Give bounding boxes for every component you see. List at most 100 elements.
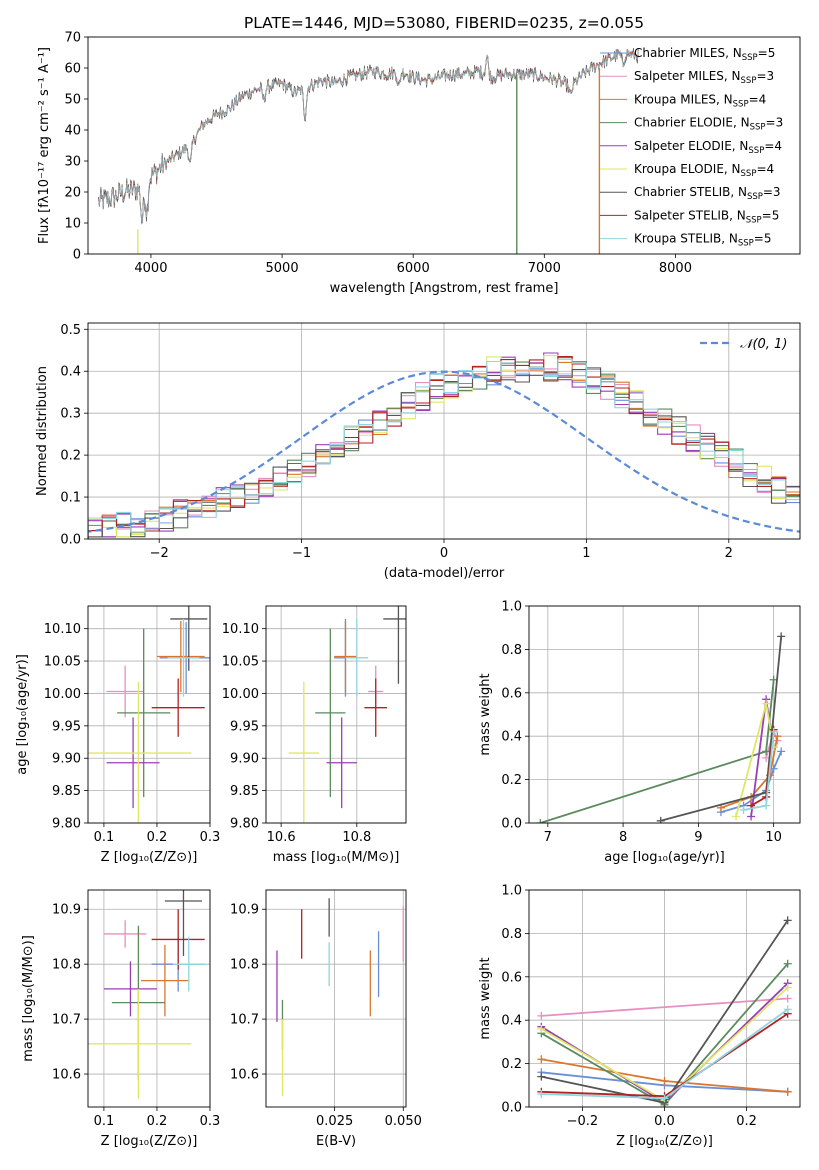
y-tick-label: 10.05	[222, 655, 259, 670]
x-tick-label: 0.025	[316, 1114, 353, 1129]
x-tick-label: 8	[619, 830, 627, 845]
weight-marker	[732, 812, 741, 821]
y-tick-label: 0	[73, 248, 81, 263]
y-axis-label: age [log₁₀(age/yr)]	[15, 654, 30, 775]
legend: Chabrier MILES, NSSP=5 Salpeter MILES, NS…	[600, 46, 783, 249]
x-tick-label: 0.1	[94, 1114, 115, 1129]
x-tick-label: 0.2	[147, 830, 168, 845]
panel-residuals: −2 −1 0 1 2 0.0 0.1 0.2 0.3 0.4 0.5 (data-model)/er…	[35, 322, 801, 581]
panel-mass-vs-ebv: 0.025 0.050 10.6 10.7 10.8 10.9 E(B-V)	[230, 889, 422, 1149]
y-tick-label: 0.0	[501, 817, 522, 832]
x-tick-label: 10	[765, 830, 782, 845]
x-tick-label: 10.8	[342, 830, 371, 845]
plot-area	[98, 48, 639, 254]
plot-area	[288, 606, 406, 823]
y-tick-label: 10.10	[44, 622, 81, 637]
y-tick-label: 10.6	[230, 1068, 259, 1083]
x-axis-label: wavelength [Angstrom, rest frame]	[330, 281, 559, 296]
weight-marker	[777, 747, 786, 756]
weight-marker	[783, 1087, 792, 1096]
plot-area	[88, 890, 205, 1099]
plot-area	[88, 606, 210, 823]
y-tick-label: 0.6	[501, 686, 522, 701]
y-tick-label: 10.00	[222, 687, 259, 702]
x-axis-label: mass [log₁₀(M/M⊙)]	[273, 850, 400, 865]
weight-marker	[656, 816, 665, 823]
weight-marker	[660, 1094, 669, 1103]
y-tick-label: 0.6	[501, 970, 522, 985]
y-tick-label: 0.4	[501, 1014, 522, 1029]
x-tick-label: 0.2	[147, 1114, 168, 1129]
legend-label: Kroupa MILES, NSSP=4	[634, 92, 766, 109]
x-tick-label: 9	[694, 830, 702, 845]
x-tick-label: 1	[582, 546, 590, 561]
weight-line	[541, 997, 788, 1017]
weight-marker	[537, 1055, 546, 1064]
y-tick-label: 9.95	[52, 719, 81, 734]
axes-frame	[265, 889, 407, 1108]
weight-marker	[747, 812, 756, 821]
weight-line	[720, 736, 779, 809]
y-tick-label: 0.0	[501, 1101, 522, 1116]
x-axis-label: age [log₁₀(age/yr)]	[604, 850, 725, 865]
y-tick-label: 70	[64, 31, 81, 46]
y-tick-label: 1.0	[501, 600, 522, 615]
y-tick-label: 0.2	[60, 449, 81, 464]
weight-marker	[537, 1024, 546, 1033]
y-axis-label: Flux [fλ10⁻¹⁷ erg cm⁻² s⁻¹ A⁻¹]	[37, 47, 52, 244]
axes-frame	[87, 36, 801, 255]
weight-marker	[783, 994, 792, 1003]
y-tick-label: 9.90	[52, 752, 81, 767]
x-tick-label: 8000	[659, 261, 692, 276]
axes-frame	[87, 889, 211, 1108]
x-axis-label: Z [log₁₀(Z/Z⊙)]	[101, 850, 198, 865]
x-tick-label: −0.2	[567, 1114, 599, 1129]
x-tick-label: 0.1	[94, 830, 115, 845]
weight-marker	[762, 801, 771, 810]
y-tick-label: 0.1	[60, 491, 81, 506]
chart-title: PLATE=1446, MJD=53080, FIBERID=0235, z=0…	[244, 14, 644, 32]
plot-area	[276, 898, 404, 1097]
x-tick-label: 2	[725, 546, 733, 561]
y-tick-label: 40	[64, 124, 81, 139]
x-axis-label: E(B-V)	[316, 1134, 356, 1149]
y-tick-label: 0.4	[501, 730, 522, 745]
spectrum-model-line	[98, 50, 639, 224]
weight-marker	[783, 983, 792, 992]
x-tick-label: 7000	[528, 261, 561, 276]
axes-frame	[528, 605, 801, 824]
x-axis-label: (data-model)/error	[384, 566, 505, 581]
weight-marker	[762, 699, 771, 708]
legend-label: Chabrier STELIB, NSSP=3	[634, 185, 781, 202]
weight-marker	[660, 1076, 669, 1085]
y-axis-label: mass weight	[478, 957, 493, 1039]
y-tick-label: 1.0	[501, 884, 522, 899]
x-tick-label: 5000	[266, 261, 299, 276]
legend-label: Salpeter STELIB, NSSP=5	[634, 208, 779, 225]
panel-age-vs-Z: 0.1 0.2 0.3 9.80 9.85 9.90 9.95 10.00 10.05 10.10…	[15, 605, 220, 865]
weight-marker	[777, 632, 786, 641]
y-tick-label: 30	[64, 155, 81, 170]
y-tick-label: 9.80	[52, 817, 81, 832]
x-tick-label: −2	[150, 546, 169, 561]
weight-marker	[739, 805, 748, 814]
panel-weights-vs-Z: −0.2 0.0 0.2 0.0 0.2 0.4 0.6 0.8 1.0 Z [log₁₀(Z/Z…	[478, 884, 801, 1149]
histogram-series	[88, 358, 800, 539]
y-tick-label: 9.80	[230, 817, 259, 832]
legend-label: Kroupa ELODIE, NSSP=4	[634, 162, 774, 179]
spectrum-model-line	[98, 50, 639, 223]
x-tick-label: 0	[440, 546, 448, 561]
spectrum-model-line	[98, 50, 639, 225]
y-tick-label: 0.2	[501, 773, 522, 788]
weight-marker	[783, 1005, 792, 1014]
y-tick-label: 10.05	[44, 655, 81, 670]
weight-marker	[537, 1011, 546, 1020]
weight-marker	[783, 959, 792, 968]
x-axis-label: Z [log₁₀(Z/Z⊙)]	[616, 1134, 713, 1149]
weight-marker	[537, 1072, 546, 1081]
x-axis-label: Z [log₁₀(Z/Z⊙)]	[101, 1134, 198, 1149]
weight-marker	[783, 916, 792, 925]
y-tick-label: 10.7	[52, 1013, 81, 1028]
panel-mass-vs-Z: 0.1 0.2 0.3 10.6 10.7 10.8 10.9 Z [log₁₀(Z/Z⊙)]…	[21, 889, 220, 1149]
legend-label: Salpeter MILES, NSSP=3	[634, 69, 774, 86]
